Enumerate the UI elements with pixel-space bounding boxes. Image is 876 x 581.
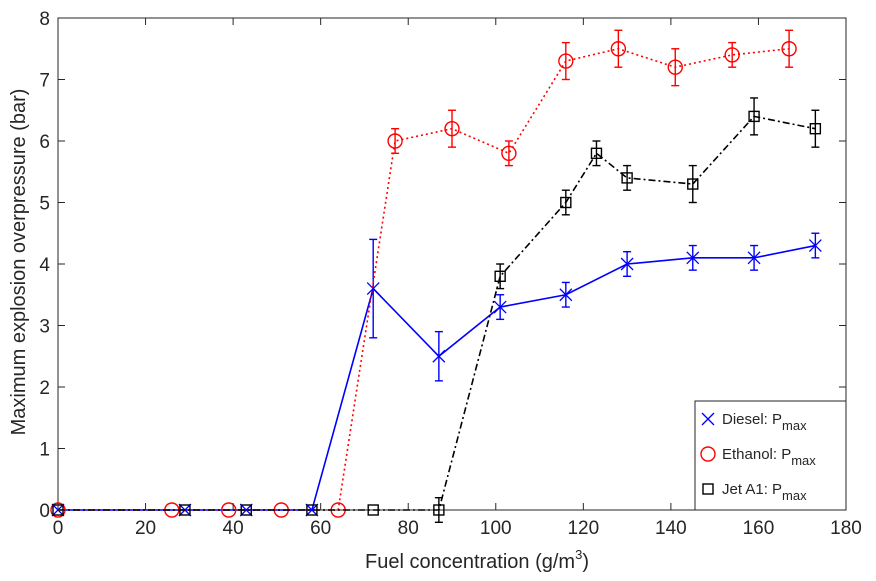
y-tick-label: 5 [39, 194, 50, 215]
data-point [239, 503, 253, 517]
data-point [747, 251, 761, 265]
data-point [493, 300, 507, 314]
legend-marker [702, 483, 714, 495]
series-0 [51, 232, 822, 517]
x-tick-label: 40 [223, 518, 244, 539]
x-tick-label: 80 [398, 518, 419, 539]
legend-label: Diesel: Pmax [722, 411, 807, 433]
data-point [748, 110, 760, 123]
marker-stroke [493, 300, 507, 314]
y-tick-label: 4 [39, 255, 50, 276]
data-point [610, 41, 627, 57]
series-line [58, 47, 790, 511]
data-point [667, 59, 683, 75]
data-point [724, 47, 740, 63]
legend-label: Ethanol: Pmax [722, 446, 816, 468]
x-axis-label: Fuel concentration (g/m3) [365, 547, 589, 573]
data-point [432, 349, 446, 363]
y-axis-label: Maximum explosion overpressure (bar) [8, 89, 30, 436]
data-point [808, 239, 822, 253]
data-point [221, 502, 237, 518]
marker-stroke [432, 349, 446, 363]
data-point [558, 53, 574, 69]
x-axis-label-end: ) [582, 551, 589, 573]
y-tick-label: 1 [39, 440, 50, 461]
marker-stroke [620, 257, 634, 271]
marker-stroke [686, 251, 700, 265]
x-tick-label: 180 [830, 518, 862, 539]
y-tick-label: 7 [39, 71, 50, 92]
marker-stroke [305, 503, 319, 517]
data-point [433, 504, 445, 516]
data-point [305, 503, 319, 517]
data-point [387, 133, 403, 149]
data-point [687, 178, 699, 190]
x-tick-label: 160 [743, 518, 775, 539]
data-point [809, 122, 822, 135]
marker-stroke [559, 288, 573, 302]
legend-label-sub: max [782, 418, 807, 433]
series-2 [52, 97, 822, 523]
legend-label-main: Ethanol: P [722, 446, 791, 463]
data-point [494, 270, 506, 282]
x-tick-label: 100 [480, 518, 512, 539]
y-tick-label: 0 [39, 501, 50, 522]
x-axis-label-main: Fuel concentration (g/m [365, 551, 575, 573]
x-tick-label: 60 [310, 518, 331, 539]
y-tick-label: 6 [39, 132, 50, 153]
legend-label-main: Diesel: P [722, 411, 782, 428]
data-point [620, 257, 634, 271]
legend-label-sub: max [782, 488, 807, 503]
y-tick-label: 8 [39, 9, 50, 30]
marker-stroke [808, 239, 822, 253]
data-point [621, 172, 633, 184]
marker-stroke [701, 412, 715, 426]
data-point [781, 41, 797, 57]
series-1 [50, 29, 797, 518]
x-axis-label-sup: 3 [575, 547, 582, 562]
x-tick-label: 0 [53, 518, 64, 539]
legend-marker [700, 446, 716, 462]
marker-stroke [747, 251, 761, 265]
x-tick-label: 20 [135, 518, 156, 539]
data-point [501, 145, 517, 162]
x-tick-label: 120 [567, 518, 599, 539]
legend-label-main: Jet A1: P [722, 481, 782, 498]
data-point [560, 196, 572, 209]
x-tick-label: 140 [655, 518, 687, 539]
data-point [366, 282, 380, 296]
data-point [367, 504, 379, 516]
y-tick-label: 2 [39, 378, 50, 399]
data-point [240, 504, 252, 516]
legend-label-sub: max [791, 453, 816, 468]
data-point [179, 504, 191, 516]
series-layer [50, 29, 822, 523]
legend-label: Jet A1: Pmax [722, 481, 807, 503]
data-point [686, 251, 700, 265]
legend-marker [701, 412, 715, 426]
data-point [559, 288, 573, 302]
marker-stroke [239, 503, 253, 517]
y-tick-label: 3 [39, 317, 50, 338]
data-point [590, 147, 603, 160]
legend-box [694, 400, 847, 511]
data-point [306, 504, 318, 516]
data-point [444, 120, 460, 137]
ticks-layer: 0 20 40 60 80 100 120 140 160 180 0 1 2 3 4 5 6 7 8 [39, 9, 861, 539]
marker-stroke [366, 282, 380, 296]
